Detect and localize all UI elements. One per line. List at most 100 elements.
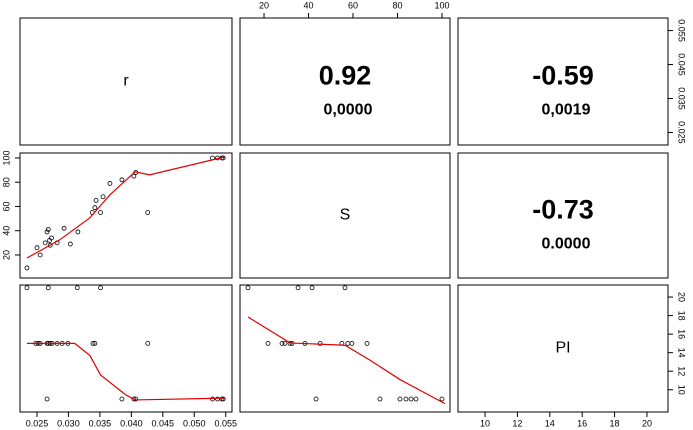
data-point (282, 341, 288, 346)
tick-label: 60 (348, 0, 358, 10)
tick-label: 0.040 (120, 418, 143, 428)
tick-label: 12 (512, 418, 522, 428)
tick-label: 14 (545, 418, 555, 428)
data-point (98, 285, 103, 291)
panel-frame (239, 17, 451, 146)
fit-line (26, 156, 225, 259)
tick-label: 60 (1, 201, 11, 211)
data-point (245, 285, 251, 291)
tick-label: 80 (1, 177, 11, 187)
data-point (24, 285, 30, 291)
data-point (90, 341, 96, 346)
tick-label: 10 (480, 418, 490, 428)
data-point (119, 396, 125, 402)
panel-frame (457, 152, 669, 279)
data-point (100, 194, 106, 200)
variable-name: PI (555, 340, 570, 357)
data-point (317, 341, 323, 346)
tick-label: 0.035 (677, 87, 687, 110)
tick-label: 80 (392, 0, 402, 10)
p-value: 0,0000 (324, 102, 373, 119)
data-point (295, 285, 301, 291)
data-point (364, 341, 370, 346)
data-point (92, 341, 98, 346)
panel-frame (19, 284, 233, 413)
data-point (45, 227, 51, 232)
data-point (34, 245, 40, 251)
data-point (131, 396, 137, 402)
tick-label: 40 (1, 226, 11, 236)
tick-label: 0.025 (26, 418, 49, 428)
tick-label: 100 (434, 0, 449, 10)
panel-frame (457, 17, 669, 146)
data-point (313, 396, 319, 402)
data-point (215, 396, 220, 402)
tick-label: 0.055 (677, 19, 687, 42)
data-point (439, 396, 445, 402)
tick-label: 12 (677, 366, 687, 376)
data-point (74, 285, 80, 291)
data-point (49, 235, 54, 241)
data-point (145, 341, 151, 346)
data-point (342, 285, 348, 291)
data-point (24, 265, 30, 271)
data-point (67, 241, 73, 247)
data-point (61, 225, 67, 231)
tick-label: 0.055 (214, 418, 237, 428)
data-point (397, 396, 403, 402)
p-value: 0.0000 (542, 236, 591, 253)
variable-name: S (340, 207, 351, 224)
tick-label: 0.045 (152, 418, 175, 428)
tick-label: 0.045 (677, 53, 687, 76)
data-point (107, 181, 113, 186)
tick-label: 18 (610, 418, 620, 428)
correlation-value: -0.59 (532, 61, 594, 91)
tick-label: 0.025 (677, 121, 687, 144)
panel-frame (239, 284, 451, 413)
data-point (93, 198, 99, 203)
tick-label: 20 (259, 0, 269, 10)
data-point (45, 285, 51, 291)
tick-label: 14 (677, 348, 687, 358)
correlation-value: 0.92 (319, 61, 372, 91)
data-point (119, 177, 125, 183)
correlation-value: -0.73 (532, 195, 594, 225)
p-value: 0,0019 (542, 102, 591, 119)
data-point (349, 341, 355, 346)
data-point (44, 229, 50, 235)
data-point (75, 229, 81, 235)
tick-label: 18 (677, 311, 687, 321)
data-point (408, 396, 414, 402)
data-point (413, 396, 419, 402)
data-point (42, 240, 48, 246)
panel-frame (19, 152, 233, 279)
data-point (98, 210, 103, 215)
panel-frame (457, 284, 669, 413)
data-point (265, 341, 271, 346)
data-point (220, 396, 226, 402)
variable-name: r (123, 73, 129, 90)
fit-line (26, 342, 225, 401)
data-point (279, 341, 285, 346)
panel-frame (19, 17, 233, 146)
data-point (309, 285, 315, 291)
tick-label: 40 (304, 0, 314, 10)
tick-label: 16 (577, 418, 587, 428)
tick-label: 20 (1, 250, 11, 260)
data-point (44, 396, 50, 402)
data-point (210, 396, 215, 402)
data-point (345, 341, 351, 346)
data-point (92, 205, 98, 211)
tick-label: 20 (642, 418, 652, 428)
data-point (403, 396, 409, 402)
data-point (131, 173, 137, 179)
panel-frame (239, 152, 451, 279)
data-point (47, 242, 53, 248)
fit-line (247, 316, 446, 405)
tick-label: 16 (677, 329, 687, 339)
data-point (37, 252, 43, 258)
tick-label: 20 (677, 292, 687, 302)
tick-label: 0.030 (57, 418, 80, 428)
tick-label: 0.050 (183, 418, 206, 428)
